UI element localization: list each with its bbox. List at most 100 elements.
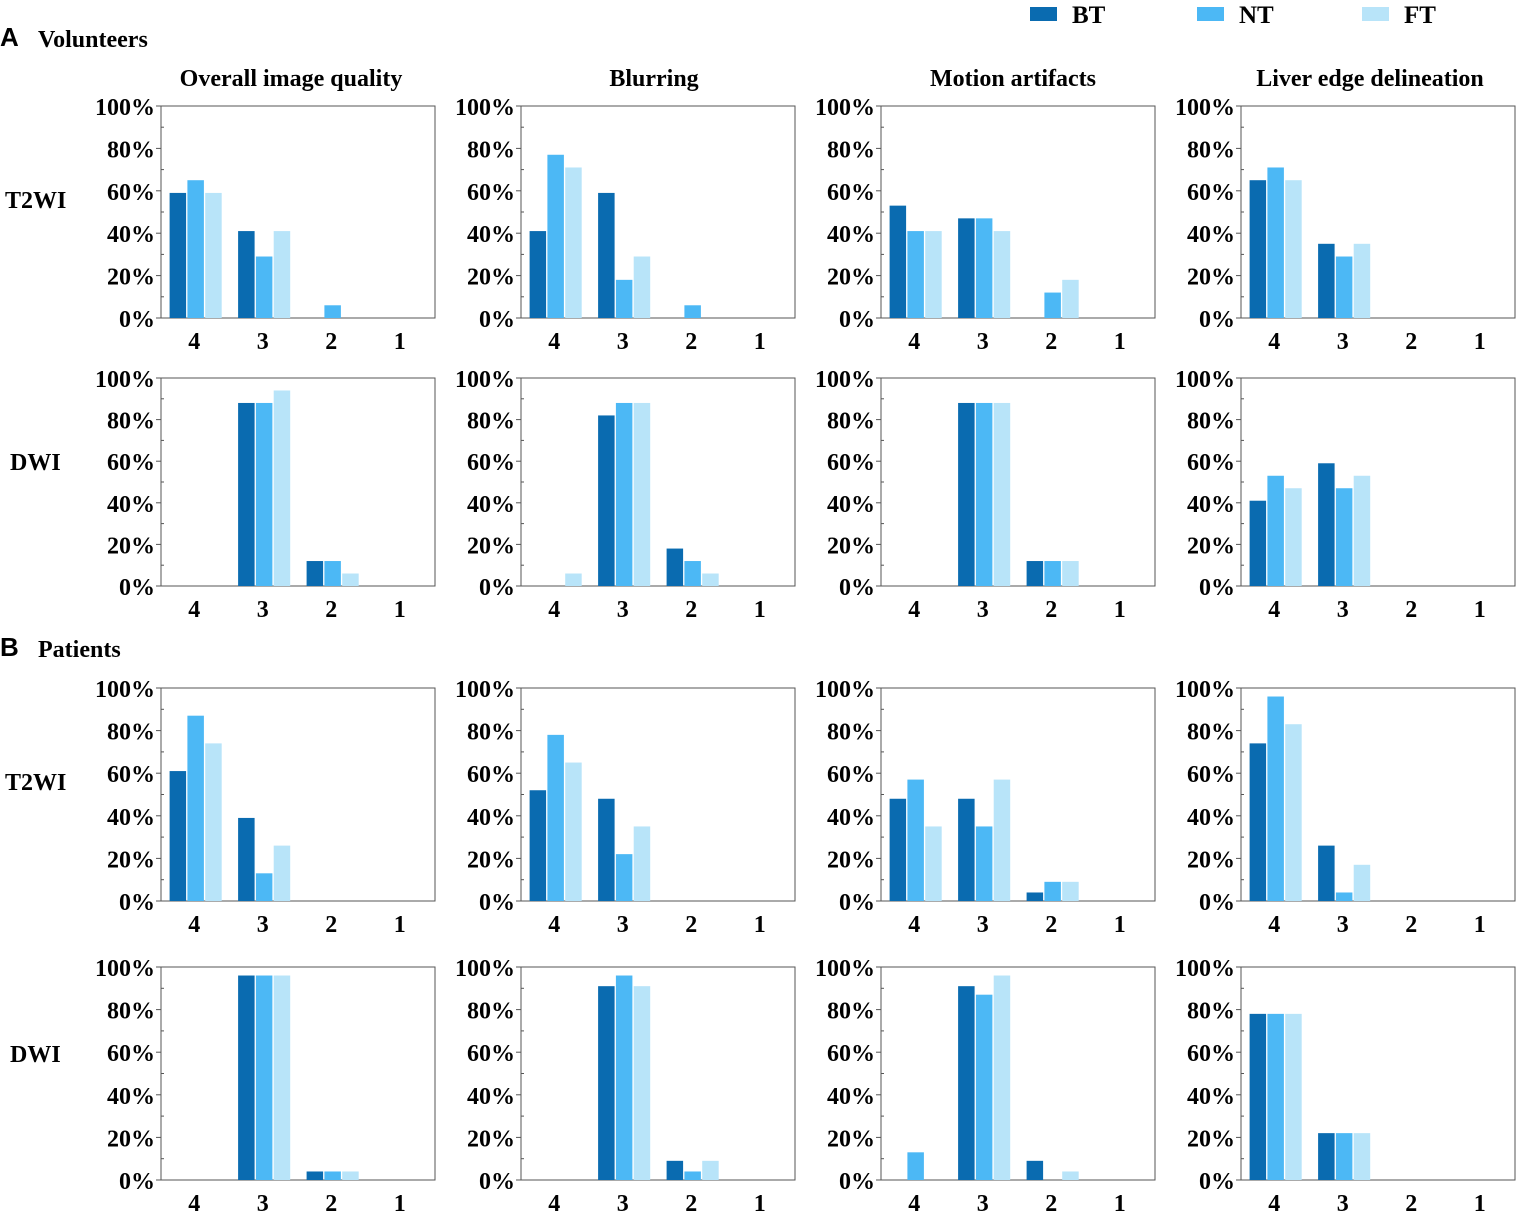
- bar-bt-score-2: [306, 1171, 324, 1180]
- y-tick-label: 80%: [1187, 137, 1235, 163]
- bar-bt-score-3: [598, 192, 615, 318]
- y-tick-label: 60%: [467, 762, 515, 788]
- bar-nt-score-3: [255, 975, 273, 1180]
- x-tick-label: 3: [257, 912, 269, 938]
- x-tick-label: 2: [1045, 329, 1057, 355]
- y-tick-label: 0%: [479, 307, 515, 333]
- bar-ft-score-3: [633, 402, 651, 586]
- x-tick-label: 3: [1337, 912, 1349, 938]
- bar-bt-score-4: [169, 771, 187, 901]
- x-tick-label: 3: [617, 597, 629, 623]
- y-tick-label: 40%: [107, 1084, 155, 1110]
- x-tick-label: 1: [1114, 1191, 1126, 1213]
- bar-ft-score-2: [1062, 1171, 1079, 1180]
- x-tick-label: 4: [1268, 597, 1280, 623]
- x-tick-label: 1: [394, 912, 406, 938]
- y-tick-label: 100%: [95, 677, 155, 703]
- bar-nt-score-3: [975, 826, 993, 901]
- y-tick-label: 80%: [827, 999, 875, 1025]
- chart-volunteers-t2wi-motion-artifacts: 0% 20% 40% 60% 80% 100% 4 3 2 1: [815, 95, 1156, 355]
- y-tick-label: 20%: [1187, 265, 1235, 291]
- x-tick-label: 2: [325, 597, 337, 623]
- x-tick-label: 1: [1474, 1191, 1486, 1213]
- bar-bt-score-3: [958, 218, 975, 318]
- chart-volunteers-dwi-blurring: 0% 20% 40% 60% 80% 100% 4 3 2 1: [455, 367, 796, 623]
- bar-ft-score-3: [1353, 243, 1371, 318]
- bar-ft-score-4: [565, 167, 582, 318]
- y-tick-label: 80%: [107, 137, 155, 163]
- x-tick-label: 1: [754, 597, 766, 623]
- x-tick-label: 3: [1337, 329, 1349, 355]
- bar-nt-score-3: [1335, 488, 1353, 586]
- x-tick-label: 3: [617, 329, 629, 355]
- y-tick-label: 0%: [1199, 1169, 1235, 1195]
- x-tick-label: 1: [1114, 912, 1126, 938]
- y-tick-label: 60%: [107, 1041, 155, 1067]
- bar-ft-score-3: [993, 975, 1011, 1180]
- y-tick-label: 40%: [107, 222, 155, 248]
- y-tick-label: 100%: [95, 367, 155, 393]
- bar-bt-score-4: [1249, 180, 1267, 318]
- x-tick-label: 4: [188, 597, 200, 623]
- y-tick-label: 0%: [119, 890, 155, 916]
- y-tick-label: 60%: [827, 1041, 875, 1067]
- bar-bt-score-4: [1249, 743, 1267, 901]
- bar-nt-score-3: [975, 218, 993, 318]
- y-tick-label: 0%: [839, 575, 875, 601]
- bar-nt-score-3: [255, 256, 273, 318]
- legend-label-nt: NT: [1239, 2, 1274, 29]
- x-tick-label: 2: [685, 329, 697, 355]
- x-tick-label: 3: [977, 597, 989, 623]
- x-tick-label: 1: [754, 1191, 766, 1213]
- x-tick-label: 4: [908, 597, 920, 623]
- x-tick-label: 4: [1268, 329, 1280, 355]
- bar-bt-score-2: [1026, 561, 1044, 586]
- bar-nt-score-4: [1267, 696, 1284, 901]
- charts-grid: 0%20%40%60%80%100%4 3 2 10%20%40%60%80%100%…: [95, 95, 1516, 1213]
- bar-bt-score-3: [958, 798, 975, 901]
- y-tick-label: 80%: [467, 409, 515, 435]
- bar-ft-score-2: [342, 573, 359, 586]
- y-tick-label: 20%: [1187, 1126, 1235, 1152]
- chart-patients-t2wi-motion-artifacts: 0% 20% 40% 60% 80% 100% 4 3 2 1: [815, 677, 1156, 938]
- bar-nt-score-3: [975, 994, 993, 1180]
- bar-nt-score-3: [615, 279, 633, 318]
- bar-ft-score-4: [1285, 488, 1302, 586]
- y-tick-label: 60%: [467, 1041, 515, 1067]
- bar-nt-score-2: [324, 305, 341, 318]
- bar-ft-score-3: [273, 975, 291, 1180]
- x-tick-label: 1: [394, 1191, 406, 1213]
- y-tick-label: 20%: [467, 847, 515, 873]
- bar-ft-score-3: [993, 231, 1011, 318]
- x-tick-label: 1: [1114, 329, 1126, 355]
- x-tick-label: 4: [548, 597, 560, 623]
- plot-frame: [880, 966, 1156, 1181]
- bar-ft-score-2: [702, 1160, 719, 1180]
- bar-bt-score-3: [1318, 243, 1335, 318]
- y-tick-label: 80%: [107, 999, 155, 1025]
- bar-bt-score-2: [666, 1160, 684, 1180]
- bar-bt-score-2: [666, 548, 684, 586]
- y-tick-label: 100%: [455, 95, 515, 121]
- bar-nt-score-2: [324, 1171, 341, 1180]
- bar-bt-score-3: [1318, 1133, 1335, 1180]
- bar-bt-score-3: [1318, 845, 1335, 901]
- bar-nt-score-2: [1044, 292, 1061, 318]
- x-tick-label: 3: [257, 597, 269, 623]
- y-tick-label: 20%: [467, 265, 515, 291]
- y-tick-label: 40%: [107, 492, 155, 518]
- bar-bt-score-2: [306, 561, 324, 586]
- bar-bt-score-3: [238, 975, 255, 1180]
- bar-ft-score-2: [1062, 279, 1079, 318]
- x-tick-label: 1: [754, 329, 766, 355]
- bar-nt-score-3: [615, 854, 633, 901]
- bar-ft-score-2: [1062, 881, 1079, 901]
- x-tick-label: 3: [257, 1191, 269, 1213]
- bar-nt-score-3: [1335, 892, 1353, 901]
- x-tick-label: 1: [394, 329, 406, 355]
- x-tick-label: 4: [1268, 1191, 1280, 1213]
- y-tick-label: 100%: [1175, 677, 1235, 703]
- legend: BT NT FT: [1030, 2, 1436, 29]
- x-tick-label: 2: [685, 597, 697, 623]
